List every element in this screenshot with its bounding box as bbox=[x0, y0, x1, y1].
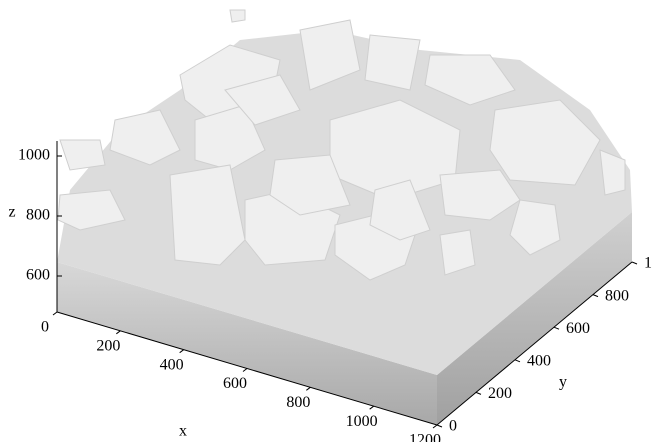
y-axis-label: y bbox=[559, 374, 567, 391]
x-axis-label: x bbox=[179, 423, 187, 440]
x-tick-label: 1000 bbox=[346, 413, 378, 430]
y-tick bbox=[631, 261, 638, 265]
z-tick-label: 1000 bbox=[18, 147, 50, 164]
x-tick-label: 0 bbox=[41, 319, 49, 336]
x-tick bbox=[52, 311, 58, 316]
side-face bbox=[437, 212, 632, 425]
x-tick bbox=[179, 349, 184, 354]
front-face bbox=[57, 262, 437, 425]
x-tick-label: 200 bbox=[96, 338, 120, 355]
y-tick-label: 0 bbox=[449, 418, 457, 435]
z-tick-label: 600 bbox=[26, 267, 50, 284]
x-tick-label: 400 bbox=[160, 356, 184, 373]
grains bbox=[57, 9, 626, 281]
y-tick-label: 1000 bbox=[644, 255, 652, 272]
x-tick-label: 800 bbox=[286, 394, 310, 411]
x-tick-label: 1200 bbox=[409, 432, 441, 442]
y-tick-label: 800 bbox=[605, 287, 629, 304]
y-tick-label: 200 bbox=[488, 385, 512, 402]
x-tick bbox=[306, 386, 311, 391]
y-tick bbox=[553, 326, 560, 330]
x-tick-label: 600 bbox=[223, 375, 247, 392]
x-tick bbox=[432, 424, 438, 429]
y-tick bbox=[475, 391, 482, 395]
surface bbox=[57, 9, 632, 425]
y-tick bbox=[436, 424, 443, 428]
y-tick-label: 600 bbox=[566, 320, 590, 337]
y-axis bbox=[436, 261, 633, 426]
x-tick bbox=[242, 368, 248, 372]
z-tick-label: 800 bbox=[26, 207, 50, 224]
y-tick bbox=[592, 294, 599, 298]
y-tick bbox=[514, 359, 521, 363]
x-tick bbox=[369, 405, 374, 410]
z-axis-label: z bbox=[8, 204, 15, 221]
y-tick-label: 400 bbox=[527, 352, 551, 369]
x-tick bbox=[116, 330, 121, 335]
